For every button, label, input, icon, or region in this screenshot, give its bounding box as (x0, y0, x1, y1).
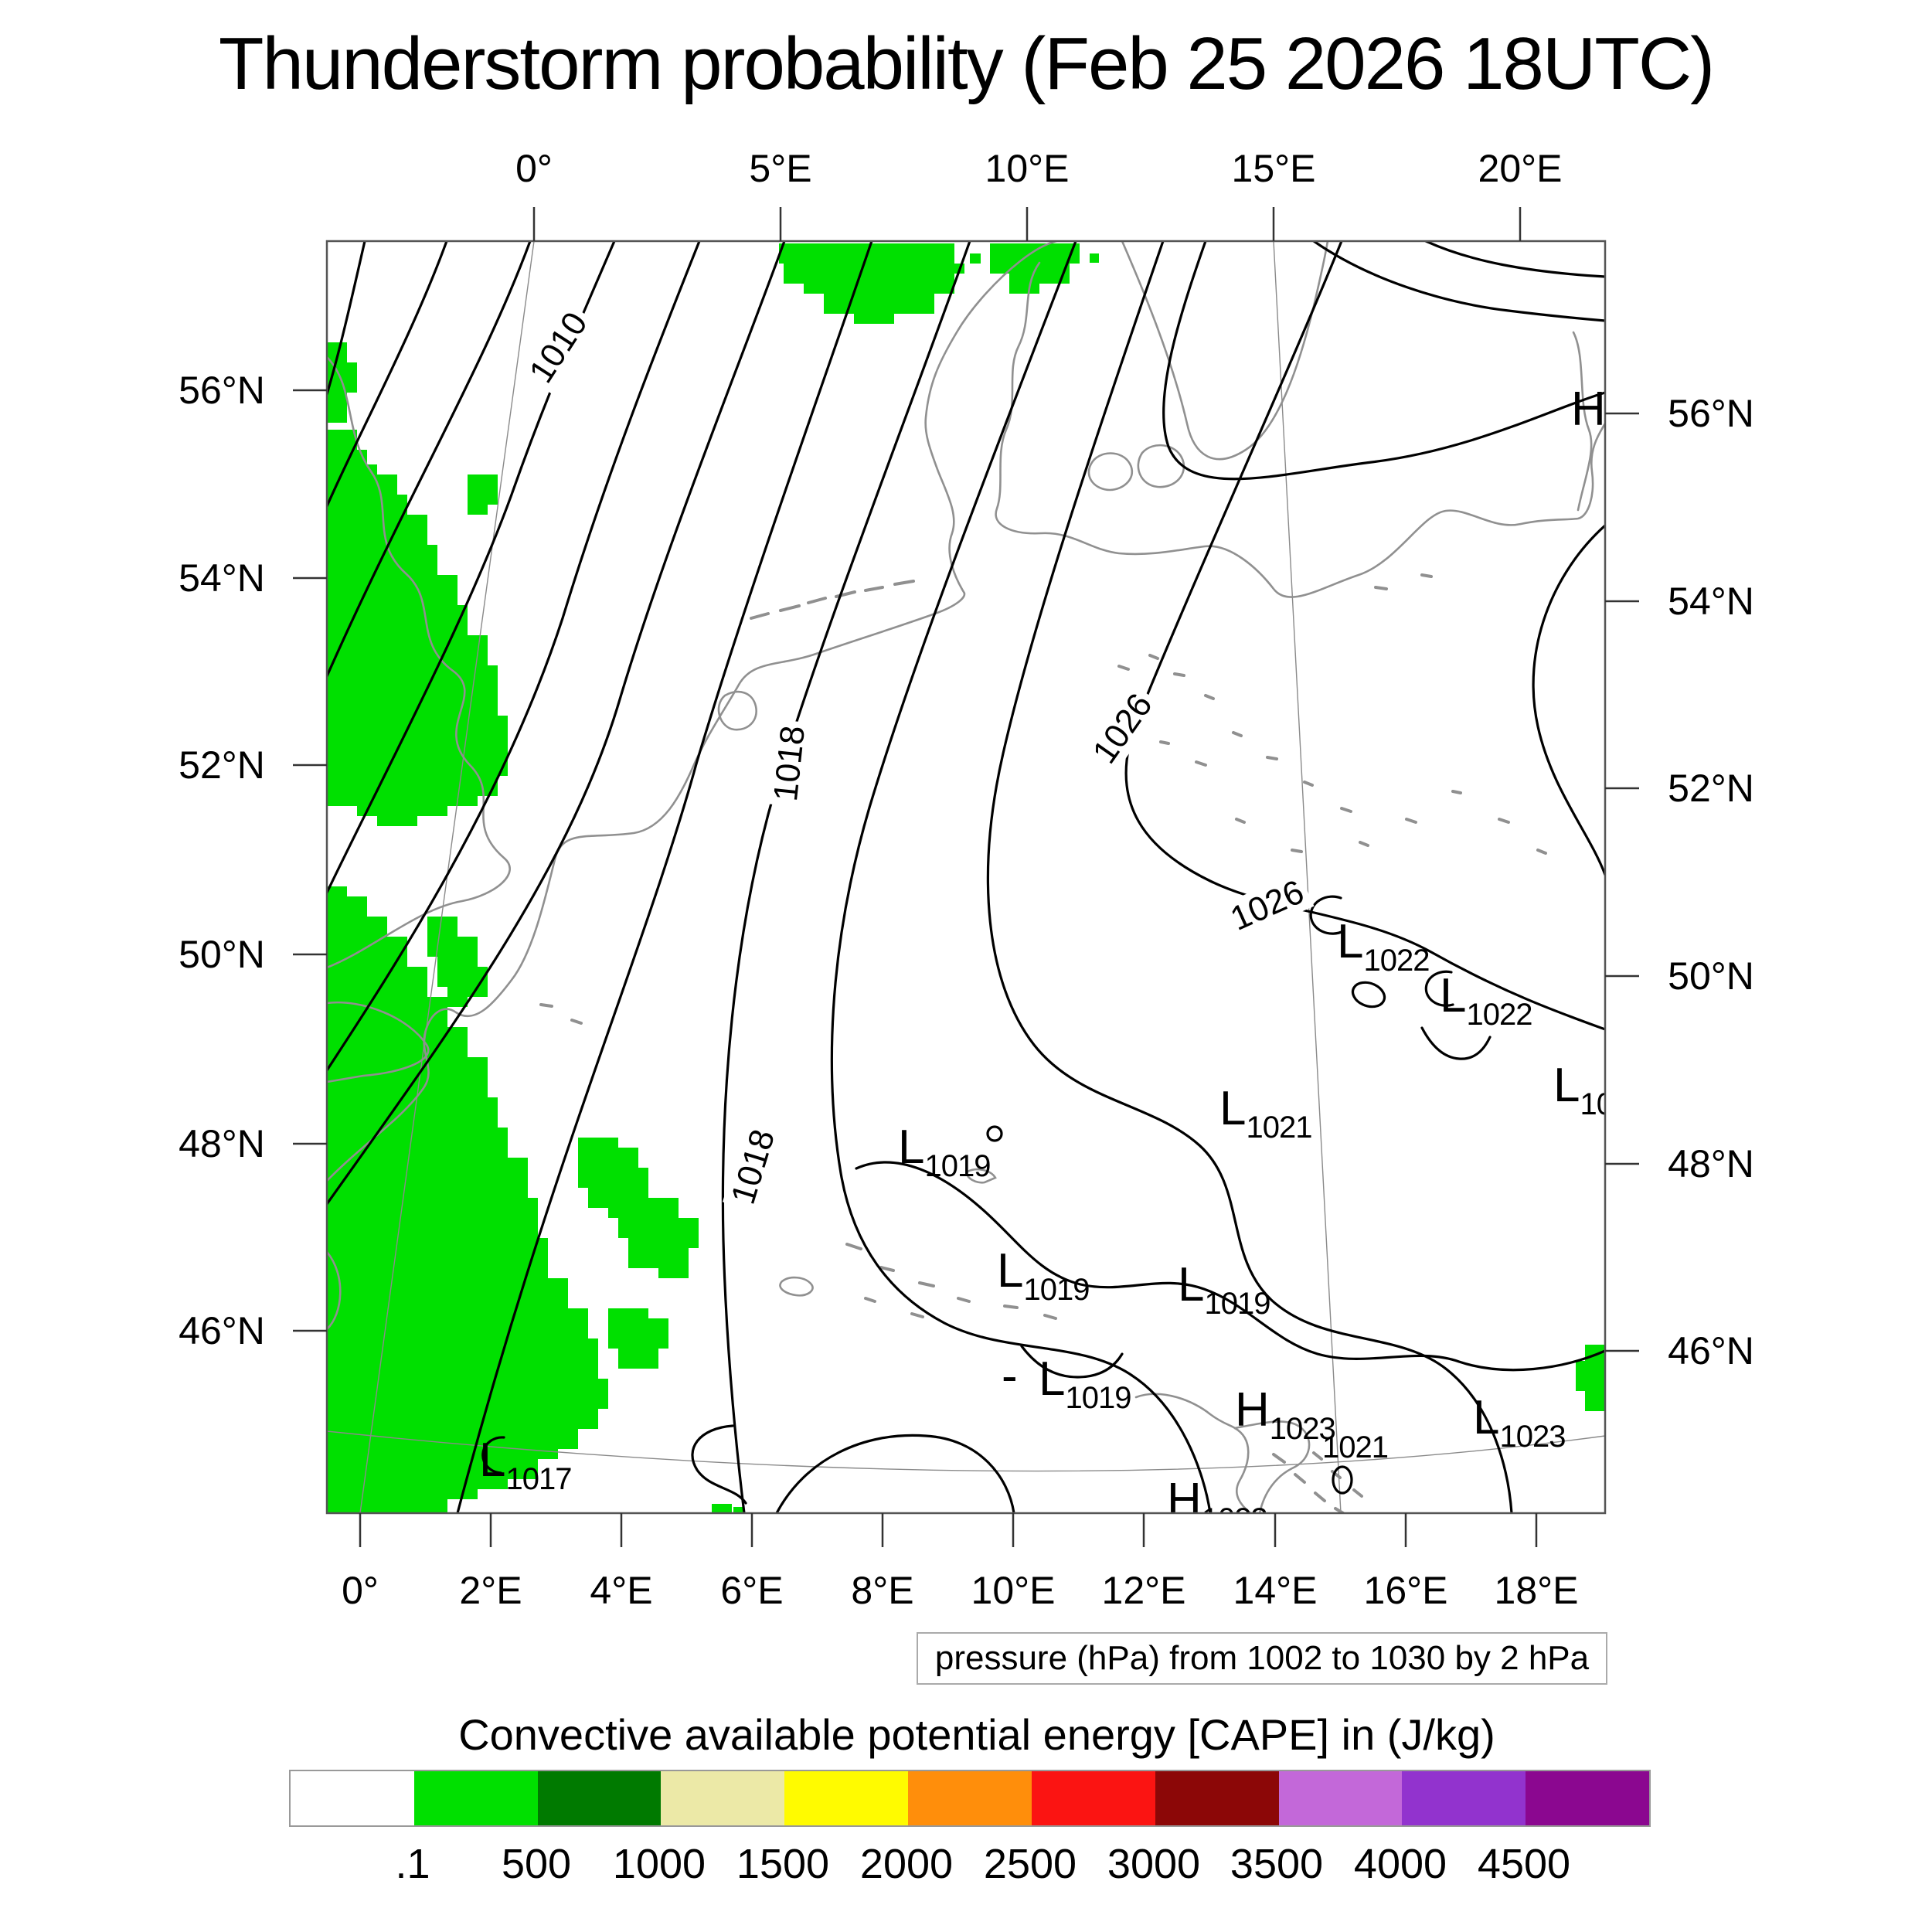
cape-shading-layer (327, 243, 1605, 1513)
pressure-center-letter: L (997, 1243, 1024, 1298)
bottom-axis-tick-label: 14°E (1233, 1569, 1318, 1612)
pressure-caption-text: pressure (hPa) from 1002 to 1030 by 2 hP… (934, 1639, 1590, 1677)
colorbar-tick-label: .1 (395, 1841, 430, 1887)
pressure-center-letter: - (1002, 1349, 1018, 1403)
right-axis-tick-label: 56°N (1668, 392, 1754, 435)
colorbar-tick-label: 3000 (1107, 1841, 1201, 1887)
colorbar-tick-label: 1000 (612, 1841, 706, 1887)
colorbar-cell (291, 1771, 414, 1825)
top-axis-tick-label: 10°E (985, 147, 1070, 190)
pressure-center-marker: H (1571, 382, 1605, 437)
pressure-center-value: 1022 (1466, 997, 1532, 1032)
bottom-axis-tick-label: 4°E (590, 1569, 653, 1612)
left-axis-tick-label: 56°N (179, 369, 265, 412)
pressure-center-letter: L (1337, 914, 1364, 968)
pressure-center-value: 1023 (1202, 1502, 1268, 1513)
pressure-center-letter: L (1219, 1081, 1247, 1135)
colorbar-tick-label: 2000 (859, 1841, 954, 1887)
pressure-center-marker: L1019 (1039, 1352, 1131, 1415)
right-axis-tick-label: 50°N (1668, 954, 1754, 998)
pressure-center-letter: L (1440, 968, 1467, 1022)
colorbar-cell (1526, 1771, 1649, 1825)
colorbar-cell (413, 1771, 538, 1825)
pressure-center-marker: H1023 (1167, 1473, 1268, 1513)
top-axis-tick-label: 15°E (1231, 147, 1316, 190)
colorbar-title: Convective available potential energy [C… (458, 1710, 1495, 1759)
pressure-center-letter: H (1571, 382, 1605, 436)
pressure-center-letter: H (1235, 1383, 1270, 1437)
colorbar-cell (784, 1771, 909, 1825)
pressure-center-marker: L1023 (1473, 1390, 1566, 1454)
bottom-axis-tick-label: 0° (342, 1569, 379, 1612)
right-axis-tick-label: 54°N (1668, 580, 1754, 623)
bottom-axis-tick-label: 8°E (851, 1569, 914, 1612)
pressure-center-marker: L1019 (898, 1120, 991, 1183)
colorbar-tick-label: 3500 (1230, 1841, 1324, 1887)
pressure-center-value: 1017 (505, 1461, 572, 1496)
colorbar (289, 1770, 1651, 1827)
pressure-center-letter: L (1553, 1058, 1580, 1112)
colorbar-tick-label: 4000 (1353, 1841, 1447, 1887)
pressure-center-value: 1021 (1246, 1110, 1312, 1145)
colorbar-cell (1031, 1771, 1155, 1825)
colorbar-tick-label: 1500 (736, 1841, 830, 1887)
top-axis-tick-label: 20°E (1478, 147, 1563, 190)
pressure-center-marker: H1023 (1235, 1383, 1336, 1446)
pressure-center-value: 10 (1580, 1087, 1605, 1121)
page-title: Thunderstorm probability (Feb 25 2026 18… (218, 22, 1715, 105)
pressure-center-marker: - (1002, 1349, 1018, 1403)
colorbar-cell (908, 1771, 1032, 1825)
right-axis-tick-label: 48°N (1668, 1142, 1754, 1185)
map-plot-area: 1010 1018 1018 1026 1026 H L1022 L1022 L1021… (327, 241, 1605, 1513)
pressure-center-letter: L (479, 1433, 506, 1487)
bottom-axis-tick-label: 16°E (1363, 1569, 1448, 1612)
colorbar-cell (1278, 1771, 1403, 1825)
map-canvas (327, 241, 1605, 1513)
bottom-axis-tick-label: 10°E (971, 1569, 1056, 1612)
pressure-center-letter: L (1178, 1257, 1205, 1311)
colorbar-cell (661, 1771, 785, 1825)
pressure-center-value: 1019 (924, 1148, 991, 1183)
colorbar-cell (1155, 1771, 1279, 1825)
top-axis-tick-label: 0° (515, 147, 553, 190)
pressure-center-marker: L1021 (1219, 1081, 1312, 1145)
pressure-center-value: 1021 (1322, 1430, 1389, 1464)
right-axis-tick-label: 46°N (1668, 1329, 1754, 1372)
left-axis-tick-label: 54°N (179, 556, 265, 600)
pressure-center-value: 1019 (1204, 1286, 1270, 1321)
pressure-center-marker: L1017 (479, 1433, 572, 1496)
pressure-center-marker: 1021 (1322, 1401, 1389, 1464)
right-axis-tick-label: 52°N (1668, 767, 1754, 810)
bottom-axis-tick-label: 12°E (1101, 1569, 1186, 1612)
pressure-center-marker: L1022 (1337, 914, 1430, 978)
pressure-center-marker: L1019 (997, 1243, 1090, 1307)
pressure-center-letter: L (1473, 1390, 1500, 1444)
colorbar-cell (1402, 1771, 1526, 1825)
colorbar-tick-label: 2500 (983, 1841, 1077, 1887)
colorbar-tick-label: 4500 (1477, 1841, 1571, 1887)
bottom-axis-tick-label: 2°E (459, 1569, 522, 1612)
bottom-axis-tick-label: 6°E (720, 1569, 784, 1612)
colorbar-cell (537, 1771, 662, 1825)
pressure-center-letter: H (1167, 1473, 1202, 1513)
pressure-caption-box: pressure (hPa) from 1002 to 1030 by 2 hP… (917, 1632, 1607, 1685)
pressure-center-marker: L10 (1553, 1058, 1605, 1121)
pressure-center-value: 1023 (1499, 1419, 1566, 1454)
pressure-center-marker: L1019 (1178, 1257, 1270, 1321)
left-axis-tick-label: 46°N (179, 1309, 265, 1352)
bottom-axis-tick-label: 18°E (1494, 1569, 1579, 1612)
pressure-center-letter: L (898, 1120, 925, 1174)
colorbar-tick-label: 500 (501, 1841, 572, 1887)
left-axis-tick-label: 52°N (179, 743, 265, 787)
pressure-center-letter: L (1039, 1352, 1066, 1406)
pressure-center-value: 1019 (1065, 1380, 1131, 1415)
pressure-center-value: 1019 (1023, 1272, 1090, 1307)
left-axis-tick-label: 50°N (179, 933, 265, 976)
pressure-center-marker: L1022 (1440, 968, 1532, 1032)
pressure-center-value: 1022 (1363, 943, 1430, 978)
top-axis-tick-label: 5°E (749, 147, 812, 190)
left-axis-tick-label: 48°N (179, 1122, 265, 1165)
